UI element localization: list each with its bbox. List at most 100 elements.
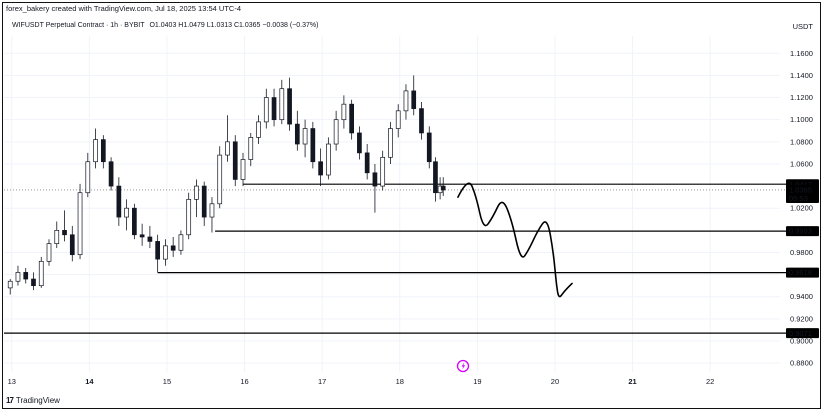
candle [263, 88, 269, 129]
candle [132, 203, 137, 240]
candle-body [395, 110, 401, 129]
candle [419, 101, 424, 140]
candle [411, 75, 417, 116]
y-tick-label: 1.1000 [790, 115, 813, 124]
current-price-label: 1.0365 [789, 186, 812, 195]
candle [302, 119, 308, 158]
tradingview-brand[interactable]: 17 TradingView [6, 396, 60, 405]
candle-body [271, 97, 277, 121]
x-tick-label: 21 [628, 377, 636, 386]
y-tick-label: 1.0800 [790, 137, 813, 146]
x-tick-label: 18 [396, 377, 404, 386]
candle-body [178, 234, 184, 251]
symbol-name[interactable]: WIFUSDT Perpetual Contract · 1h · BYBIT [12, 22, 145, 29]
candle-body [433, 161, 438, 194]
candle [147, 225, 153, 249]
price-axis[interactable]: 1.1600 1.1400 1.1200 1.1000 1.0800 1.0600 1.02… [786, 49, 819, 368]
candle [395, 104, 401, 138]
candle [232, 135, 238, 187]
candle-body [132, 207, 137, 236]
candle-body [256, 121, 261, 138]
candle-body [263, 97, 269, 123]
candle-body [108, 161, 114, 187]
time-axis[interactable]: 13 14 15 16 17 18 19 20 21 22 [8, 377, 715, 386]
candle-body [287, 88, 292, 125]
candle-body [209, 203, 215, 218]
support-levels[interactable] [4, 183, 786, 334]
candle-body [217, 154, 223, 205]
candle [186, 192, 192, 240]
candle-body [380, 156, 386, 187]
candle [194, 179, 199, 218]
candle [240, 152, 246, 187]
candle [279, 79, 285, 125]
candle [426, 126, 432, 169]
candle-body [318, 161, 323, 176]
candle-body [310, 128, 316, 163]
candle [388, 121, 393, 164]
candle [93, 128, 98, 169]
candle [248, 132, 254, 167]
candle [341, 95, 347, 129]
candle [38, 256, 44, 288]
candle-body [46, 243, 52, 262]
y-tick-label: 0.9400 [790, 292, 813, 301]
candle-body [232, 141, 238, 180]
candlesticks [7, 75, 446, 295]
candle [349, 99, 354, 140]
y-tick-label: 1.1600 [790, 49, 813, 58]
candle-body [85, 161, 91, 194]
candle [31, 272, 36, 291]
candle-body [155, 241, 160, 260]
candle-body [201, 185, 207, 218]
ohlc-change: −0.0038 (−0.37%) [262, 22, 319, 29]
candle-body [364, 152, 370, 174]
projection-drawing[interactable] [457, 182, 573, 298]
ohlc-open: O1.0403 [149, 22, 177, 29]
x-tick-label: 15 [163, 377, 171, 386]
tradingview-logo-icon: 17 [6, 396, 14, 405]
x-tick-label: 14 [85, 377, 94, 386]
candle [256, 115, 261, 145]
candle-body [15, 272, 21, 282]
y-tick-label: 1.0600 [790, 159, 813, 168]
candle [357, 126, 362, 160]
candle [85, 152, 91, 198]
candle-body [279, 88, 285, 121]
candle-body [124, 207, 129, 218]
candle [310, 121, 316, 169]
level-price-tag [786, 267, 819, 278]
candle-body [54, 229, 60, 244]
candle-body [403, 90, 409, 112]
candle-body [147, 236, 153, 242]
y-tick-label: 0.8800 [790, 359, 813, 368]
candle-body [419, 108, 424, 134]
candle-body [302, 128, 308, 145]
candle [372, 163, 378, 213]
y-tick-label: 0.9200 [790, 314, 813, 323]
x-tick-label: 19 [473, 377, 481, 386]
candle-body [333, 119, 339, 145]
candle [7, 279, 13, 295]
candle [271, 88, 277, 127]
candle [62, 210, 67, 242]
candle-body [357, 132, 362, 154]
candle [124, 199, 129, 231]
candle-body [194, 185, 199, 200]
symbol-legend[interactable]: WIFUSDT Perpetual Contract · 1h · BYBIT … [12, 22, 318, 29]
y-tick-label: 1.1200 [790, 93, 813, 102]
candle-body [440, 185, 446, 191]
level-price-tag [786, 226, 819, 237]
currency-label[interactable]: USDT [792, 22, 813, 31]
candle [139, 223, 145, 246]
candle-body [411, 90, 417, 109]
candle-body [388, 128, 393, 158]
candle [440, 177, 446, 197]
candle [163, 239, 168, 266]
candle-body [170, 245, 176, 251]
candle [380, 150, 386, 191]
candle [287, 77, 292, 131]
y-tick-label: 1.1400 [790, 71, 813, 80]
projection-path [457, 182, 573, 298]
